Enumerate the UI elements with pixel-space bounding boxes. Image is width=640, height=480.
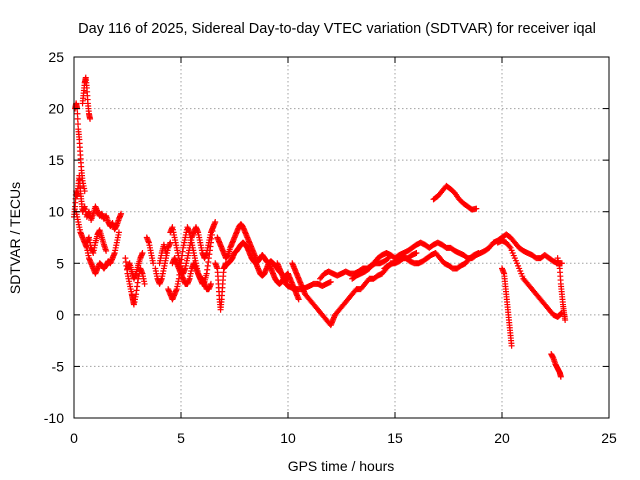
y-tick-label: 10: [48, 204, 64, 220]
data-point: [141, 280, 148, 287]
data-point: [327, 278, 334, 285]
data-point: [150, 260, 157, 267]
y-axis-label: SDTVAR / TECUs: [7, 182, 23, 294]
data-point: [557, 373, 564, 380]
data-point: [74, 115, 81, 122]
axis-ticks: [73, 56, 610, 419]
data-point: [163, 249, 170, 256]
data-point: [295, 296, 302, 303]
data-point: [207, 280, 214, 287]
data-point: [384, 255, 391, 262]
x-tick-label: 20: [494, 430, 510, 446]
data-point: [103, 247, 110, 254]
x-tick-labels: 0 5 10 15 20 25: [70, 430, 617, 446]
data-point: [139, 249, 146, 256]
plot-frame: [73, 56, 610, 419]
data-point: [75, 121, 82, 128]
data-point: [212, 219, 219, 226]
chart-title: Day 116 of 2025, Sidereal Day-to-day VTE…: [78, 21, 596, 37]
data-point: [475, 249, 482, 256]
data-series: [71, 74, 569, 380]
x-tick-label: 5: [177, 430, 185, 446]
x-tick-label: 15: [387, 430, 403, 446]
y-tick-labels: -10 -5 0 5 10 15 20 25: [44, 49, 64, 426]
grid-lines: [74, 57, 609, 418]
data-point: [115, 229, 122, 236]
y-tick-label: -5: [52, 358, 65, 374]
y-tick-label: 15: [48, 152, 64, 168]
data-point: [118, 210, 125, 217]
data-point: [81, 188, 88, 195]
y-tick-label: 5: [56, 255, 64, 271]
data-point: [562, 317, 569, 324]
y-tick-label: 25: [48, 49, 64, 65]
x-axis-label: GPS time / hours: [288, 458, 395, 474]
y-tick-label: -10: [44, 410, 64, 426]
y-tick-label: 20: [48, 101, 64, 117]
data-point: [74, 110, 81, 117]
data-point: [87, 115, 94, 122]
x-tick-label: 25: [601, 430, 617, 446]
y-tick-label: 0: [56, 307, 64, 323]
data-point: [413, 249, 420, 256]
x-tick-label: 0: [70, 430, 78, 446]
data-point: [167, 239, 174, 246]
data-point: [473, 205, 480, 212]
data-point: [508, 342, 515, 349]
x-tick-label: 10: [280, 430, 296, 446]
data-point: [506, 243, 513, 250]
